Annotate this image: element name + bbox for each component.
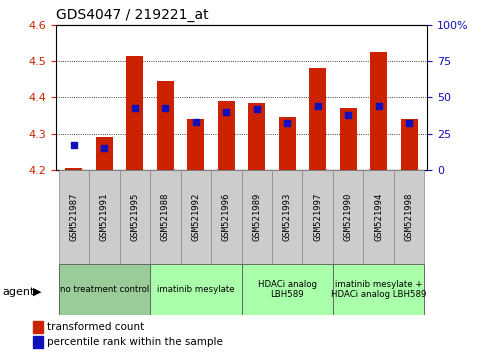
Bar <box>150 264 242 315</box>
Text: GSM521998: GSM521998 <box>405 193 413 241</box>
Bar <box>242 264 333 315</box>
Point <box>314 103 322 109</box>
Bar <box>248 103 265 170</box>
Text: GSM521990: GSM521990 <box>344 193 353 241</box>
Text: agent: agent <box>2 287 35 297</box>
Bar <box>33 321 43 333</box>
Bar <box>394 170 425 264</box>
Point <box>192 119 199 125</box>
Bar <box>58 264 150 315</box>
Text: GSM521995: GSM521995 <box>130 193 139 241</box>
Point <box>344 112 352 118</box>
Text: GSM521993: GSM521993 <box>283 193 292 241</box>
Point <box>70 142 78 148</box>
Text: transformed count: transformed count <box>47 322 144 332</box>
Bar <box>181 170 211 264</box>
Text: imatinib mesylate: imatinib mesylate <box>157 285 235 294</box>
Bar <box>279 117 296 170</box>
Point <box>161 105 169 110</box>
Point <box>253 106 261 112</box>
Point <box>284 121 291 126</box>
Text: ▶: ▶ <box>33 287 42 297</box>
Bar <box>218 101 235 170</box>
Point <box>131 105 139 110</box>
Bar <box>333 170 363 264</box>
Bar <box>401 119 417 170</box>
Point <box>222 109 230 115</box>
Text: GSM521996: GSM521996 <box>222 193 231 241</box>
Point <box>100 145 108 151</box>
Text: GSM521994: GSM521994 <box>374 193 383 241</box>
Text: GSM521997: GSM521997 <box>313 193 322 241</box>
Bar <box>66 168 82 170</box>
Text: percentile rank within the sample: percentile rank within the sample <box>47 337 223 347</box>
Bar <box>370 52 387 170</box>
Bar <box>58 170 89 264</box>
Bar <box>340 108 356 170</box>
Text: imatinib mesylate +
HDACi analog LBH589: imatinib mesylate + HDACi analog LBH589 <box>331 280 426 299</box>
Bar <box>309 68 326 170</box>
Point <box>375 103 383 109</box>
Text: GSM521989: GSM521989 <box>252 193 261 241</box>
Bar <box>333 264 425 315</box>
Bar <box>211 170 242 264</box>
Bar <box>127 56 143 170</box>
Bar <box>33 336 43 348</box>
Text: GSM521988: GSM521988 <box>161 193 170 241</box>
Point <box>405 121 413 126</box>
Text: HDACi analog
LBH589: HDACi analog LBH589 <box>258 280 317 299</box>
Bar <box>272 170 302 264</box>
Bar <box>242 170 272 264</box>
Text: GSM521987: GSM521987 <box>70 193 78 241</box>
Bar <box>302 170 333 264</box>
Bar <box>96 137 113 170</box>
Bar <box>150 170 181 264</box>
Bar <box>363 170 394 264</box>
Text: GDS4047 / 219221_at: GDS4047 / 219221_at <box>56 8 208 22</box>
Bar <box>89 170 120 264</box>
Text: GSM521991: GSM521991 <box>100 193 109 241</box>
Text: GSM521992: GSM521992 <box>191 193 200 241</box>
Bar <box>157 81 174 170</box>
Bar <box>187 119 204 170</box>
Text: no treatment control: no treatment control <box>60 285 149 294</box>
Bar <box>120 170 150 264</box>
